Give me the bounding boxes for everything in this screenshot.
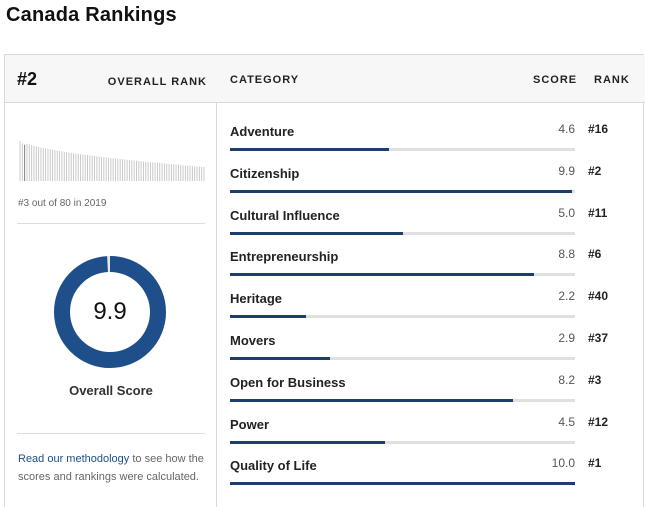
- category-column-header: CATEGORY: [230, 74, 300, 86]
- score-bar-fill: [230, 231, 403, 235]
- category-name: Adventure: [230, 124, 295, 139]
- score-bar-track: [230, 148, 575, 151]
- overall-score-value: 9.9: [93, 298, 127, 325]
- category-score: 9.9: [558, 163, 575, 178]
- category-row: Adventure 4.6 #16: [217, 114, 645, 156]
- category-row: Entrepreneurship 8.8 #6: [217, 239, 645, 281]
- category-score: 8.8: [558, 247, 575, 262]
- score-bar-fill: [230, 357, 331, 360]
- category-row: Quality of Life 10.0 #1: [217, 448, 645, 490]
- score-bar-track: [230, 440, 575, 444]
- rank-column-header: RANK: [594, 74, 630, 86]
- score-bar-fill: [230, 315, 306, 319]
- category-row: Open for Business 8.2 #3: [217, 365, 645, 407]
- category-score: 2.2: [558, 289, 575, 304]
- category-row: Citizenship 9.9 #2: [217, 156, 645, 198]
- category-row: Power 4.5 #12: [217, 407, 645, 449]
- category-name: Citizenship: [230, 165, 300, 181]
- category-name: Entrepreneurship: [230, 249, 339, 265]
- category-rank: #11: [588, 205, 608, 220]
- category-rank: #12: [588, 414, 609, 429]
- category-score: 8.2: [558, 372, 575, 387]
- overall-rank-label: OVERALL RANK: [107, 76, 207, 88]
- category-rank: #37: [588, 331, 609, 345]
- category-rank: #16: [588, 122, 609, 136]
- category-name: Cultural Influence: [230, 207, 340, 223]
- score-bar-track: [230, 482, 575, 486]
- category-name: Quality of Life: [230, 458, 317, 474]
- category-row: Heritage 2.2 #40: [217, 281, 645, 323]
- methodology-link[interactable]: Read our methodology: [18, 453, 130, 465]
- rankings-card: #2 OVERALL RANK #3 out of 80 in 2019 9.9…: [4, 54, 645, 507]
- score-bar-track: [230, 189, 575, 193]
- score-bar-fill: [230, 398, 513, 402]
- score-bar-fill: [230, 482, 575, 486]
- overall-header: #2 OVERALL RANK: [5, 55, 217, 103]
- category-score: 4.5: [558, 414, 575, 429]
- category-rank: #2: [588, 163, 602, 178]
- score-bar-fill: [230, 148, 389, 151]
- category-row: Movers 2.9 #37: [217, 323, 645, 365]
- donut-arc: [54, 256, 166, 368]
- rank-history-note: #3 out of 80 in 2019: [18, 198, 107, 209]
- score-bar-fill: [230, 440, 386, 444]
- methodology-text: Read our methodology to see how the scor…: [18, 450, 208, 486]
- score-bar-track: [230, 357, 575, 360]
- score-column-header: SCORE: [533, 74, 578, 86]
- category-name: Heritage: [230, 291, 283, 307]
- category-panel: CATEGORY SCORE RANK Adventure 4.6 #16 Citiz…: [217, 55, 645, 507]
- category-row: Cultural Influence 5.0 #11: [217, 198, 645, 240]
- methodology-rest: to see how the scores and rankings were …: [18, 453, 204, 483]
- score-bar-track: [230, 273, 575, 277]
- divider: [17, 433, 205, 434]
- category-score: 5.0: [558, 205, 575, 220]
- overall-rank-value: #2: [17, 69, 38, 89]
- category-name: Power: [230, 416, 270, 432]
- category-rank: #3: [588, 372, 602, 387]
- category-score: 4.6: [558, 122, 575, 136]
- category-name: Movers: [230, 333, 276, 348]
- score-bar-track: [230, 315, 575, 319]
- table-header: CATEGORY SCORE RANK: [217, 55, 645, 103]
- divider: [17, 223, 205, 224]
- score-bar-fill: [230, 189, 572, 193]
- category-rank: #40: [588, 289, 609, 304]
- overall-panel: #2 OVERALL RANK #3 out of 80 in 2019 9.9…: [5, 55, 217, 507]
- score-bar-track: [230, 231, 575, 235]
- category-score: 2.9: [558, 331, 575, 345]
- page-title: Canada Rankings: [6, 4, 177, 26]
- category-rank: #6: [588, 247, 602, 262]
- category-name: Open for Business: [230, 374, 346, 390]
- category-rank: #1: [588, 456, 602, 471]
- overall-score-donut: [54, 256, 166, 368]
- category-score: 10.0: [551, 456, 575, 471]
- score-bar-track: [230, 398, 575, 402]
- score-bar-fill: [230, 273, 534, 277]
- rank-distribution-chart: [19, 141, 205, 181]
- overall-score-label: Overall Score: [69, 383, 153, 398]
